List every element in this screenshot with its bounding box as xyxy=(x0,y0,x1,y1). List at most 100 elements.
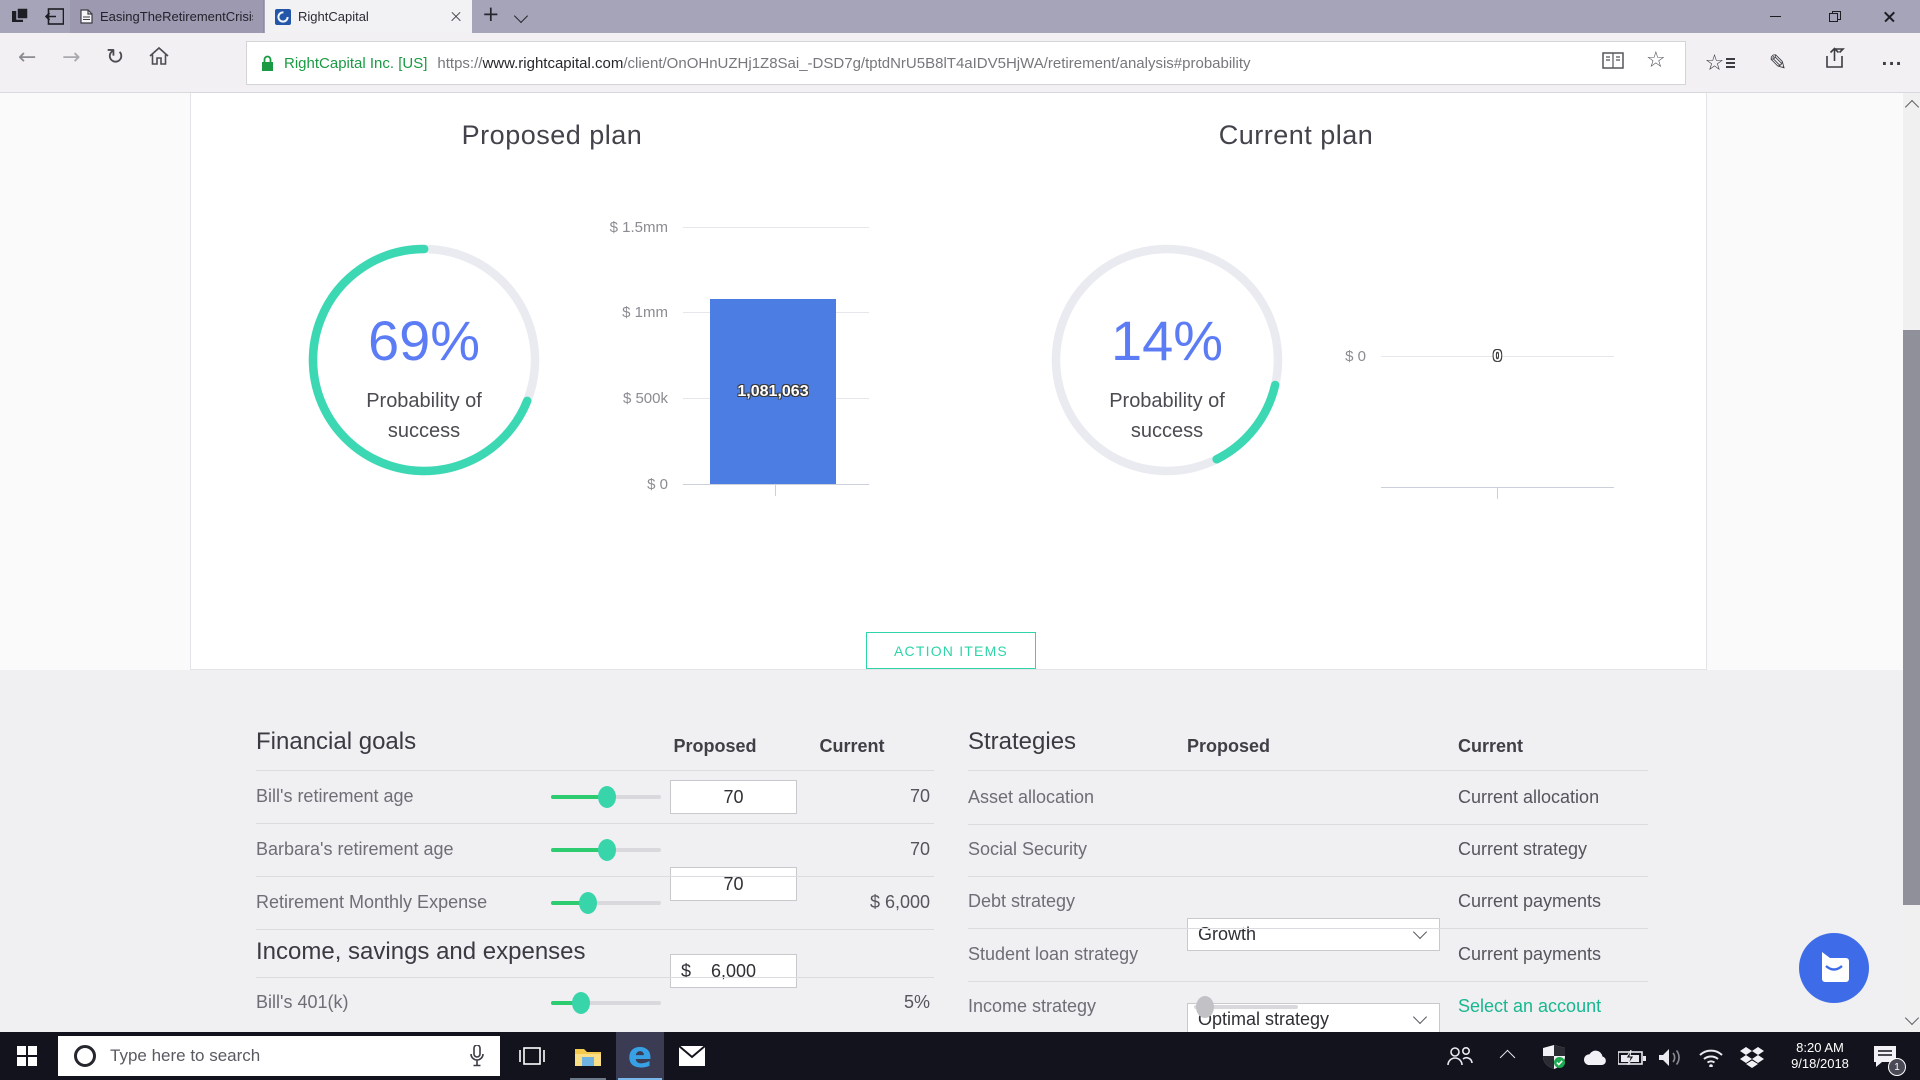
notification-badge: 1 xyxy=(1888,1058,1906,1076)
strategy-row-label: Student loan strategy xyxy=(968,944,1139,964)
401k-slider[interactable] xyxy=(551,1001,661,1005)
search-placeholder: Type here to search xyxy=(110,1046,261,1065)
proposed-gauge-value: 69% xyxy=(367,309,481,372)
strategies-proposed-header: Proposed xyxy=(1187,736,1271,756)
monthly-expense-slider[interactable] xyxy=(551,901,661,905)
refresh-button[interactable]: ↻ xyxy=(106,45,125,70)
income-savings-section-title: Income, savings and expenses xyxy=(256,938,586,965)
task-view-button[interactable] xyxy=(508,1032,556,1080)
goal-current-value: 70 xyxy=(909,839,930,859)
slider-thumb[interactable] xyxy=(598,839,616,861)
lock-icon xyxy=(262,55,273,71)
proposed-success-gauge xyxy=(308,244,540,476)
strategy-current-value: Current payments xyxy=(1458,891,1602,911)
tab-title: RightCapital xyxy=(298,9,369,24)
income-strategy-slider[interactable] xyxy=(1194,1005,1298,1009)
set-tabs-aside-icon[interactable] xyxy=(45,8,64,25)
people-icon[interactable] xyxy=(1446,1046,1474,1066)
minimize-button[interactable] xyxy=(1752,0,1798,33)
goal-row-label: Retirement Monthly Expense xyxy=(256,892,488,912)
restore-button[interactable] xyxy=(1812,0,1858,33)
folder-icon xyxy=(575,1049,601,1066)
new-tab-button[interactable]: + xyxy=(482,2,500,26)
action-center-button[interactable]: 1 xyxy=(1872,1044,1906,1076)
mail-button[interactable] xyxy=(668,1032,716,1080)
current-gauge-value: 14% xyxy=(1110,309,1224,372)
plan-controls-section xyxy=(0,670,1920,1032)
battery-icon[interactable] xyxy=(1618,1050,1646,1065)
strategy-current-value: Current strategy xyxy=(1458,839,1588,859)
proposed-gauge-caption: Probability of xyxy=(366,390,482,412)
back-button[interactable]: ← xyxy=(18,45,37,70)
goal-row-label: Bill's 401(k) xyxy=(256,992,349,1012)
onedrive-icon[interactable] xyxy=(1580,1049,1608,1066)
proposed-plan-title: Proposed plan xyxy=(461,120,643,150)
taskbar-search[interactable]: Type here to search xyxy=(58,1036,500,1076)
microphone-icon[interactable] xyxy=(470,1045,484,1067)
start-button[interactable] xyxy=(17,1046,37,1066)
tab-title: EasingTheRetirementCrisisM xyxy=(100,9,253,24)
retirement-age-input[interactable]: 70 xyxy=(670,867,797,901)
current-success-gauge xyxy=(1051,244,1283,476)
y-tick-label: $ 500k xyxy=(622,390,668,407)
asset-allocation-select[interactable]: Growth xyxy=(1187,918,1440,951)
close-button[interactable] xyxy=(1866,0,1912,33)
strategy-row-label: Debt strategy xyxy=(968,891,1076,911)
address-bar[interactable]: RightCapital Inc. [US] https://www.right… xyxy=(246,41,1686,85)
slider-thumb[interactable] xyxy=(579,892,597,914)
goals-current-header: Current xyxy=(819,736,885,756)
forward-button[interactable]: → xyxy=(62,45,81,70)
windows-defender-icon[interactable] xyxy=(1542,1044,1566,1069)
monthly-expense-input[interactable]: $6,000 xyxy=(670,954,797,988)
site-identity[interactable]: RightCapital Inc. [US] xyxy=(284,54,428,72)
share-icon[interactable] xyxy=(1824,47,1848,69)
strategies-current-header: Current xyxy=(1458,736,1524,756)
gridline xyxy=(1381,356,1614,357)
y-tick-label: $ 1mm xyxy=(622,304,668,321)
x-axis-tick xyxy=(775,485,776,496)
goal-row-label: Barbara's retirement age xyxy=(256,839,454,859)
mail-icon xyxy=(679,1046,705,1066)
favorites-hub-icon[interactable]: ☆ xyxy=(1700,43,1740,83)
retirement-age-input[interactable]: 70 xyxy=(670,780,797,814)
rightcapital-favicon xyxy=(275,8,291,25)
y-tick-label: $ 0 xyxy=(647,476,668,493)
file-explorer-button[interactable] xyxy=(564,1032,612,1080)
slider-thumb[interactable] xyxy=(572,992,590,1014)
tab-pdf-document[interactable]: EasingTheRetirementCrisisM xyxy=(70,0,264,33)
slider-thumb[interactable] xyxy=(1196,996,1214,1018)
scrollbar-thumb[interactable] xyxy=(1903,330,1920,905)
add-favorite-star-icon[interactable]: ☆ xyxy=(1646,48,1666,73)
home-button[interactable] xyxy=(148,46,170,66)
y-tick-label: $ 0 xyxy=(1345,348,1366,365)
action-items-button[interactable]: ACTION ITEMS xyxy=(866,632,1036,669)
edge-browser-button[interactable]: e xyxy=(616,1032,664,1080)
explorer-running-indicator xyxy=(570,1078,606,1080)
gridline xyxy=(683,227,869,228)
goal-row-label: Bill's retirement age xyxy=(256,786,414,806)
speaker-icon[interactable] xyxy=(1658,1048,1684,1067)
goal-current-value: $ 6,000 xyxy=(869,892,930,912)
cortana-icon xyxy=(74,1045,96,1067)
proposed-assets-bar[interactable] xyxy=(710,298,836,484)
x-axis xyxy=(683,484,869,485)
more-options-icon[interactable]: ··· xyxy=(1881,53,1903,73)
current-plan-title: Current plan xyxy=(1218,120,1374,150)
reading-view-icon[interactable] xyxy=(1602,52,1624,70)
web-notes-pen-icon[interactable]: ✎ xyxy=(1768,50,1788,76)
edge-running-indicator xyxy=(618,1078,662,1080)
tab-rightcapital[interactable]: RightCapital xyxy=(265,0,472,33)
dropbox-icon[interactable] xyxy=(1740,1047,1764,1068)
tabs-set-aside-icon[interactable] xyxy=(12,8,30,25)
wifi-icon[interactable] xyxy=(1698,1048,1724,1067)
y-tick-label: $ 1.5mm xyxy=(609,219,668,236)
tab-close-icon[interactable] xyxy=(450,11,462,23)
taskbar-clock[interactable]: 8:20 AM 9/18/2018 xyxy=(1772,1040,1868,1072)
chat-button[interactable] xyxy=(1799,933,1869,1003)
proposed-bar-wrapper xyxy=(710,227,836,484)
pdf-document-icon xyxy=(80,9,93,24)
proposed-gauge-caption: success xyxy=(387,420,461,442)
x-axis-tick xyxy=(1497,488,1498,499)
select-account-link[interactable]: Select an account xyxy=(1458,996,1602,1016)
slider-thumb[interactable] xyxy=(598,786,616,808)
